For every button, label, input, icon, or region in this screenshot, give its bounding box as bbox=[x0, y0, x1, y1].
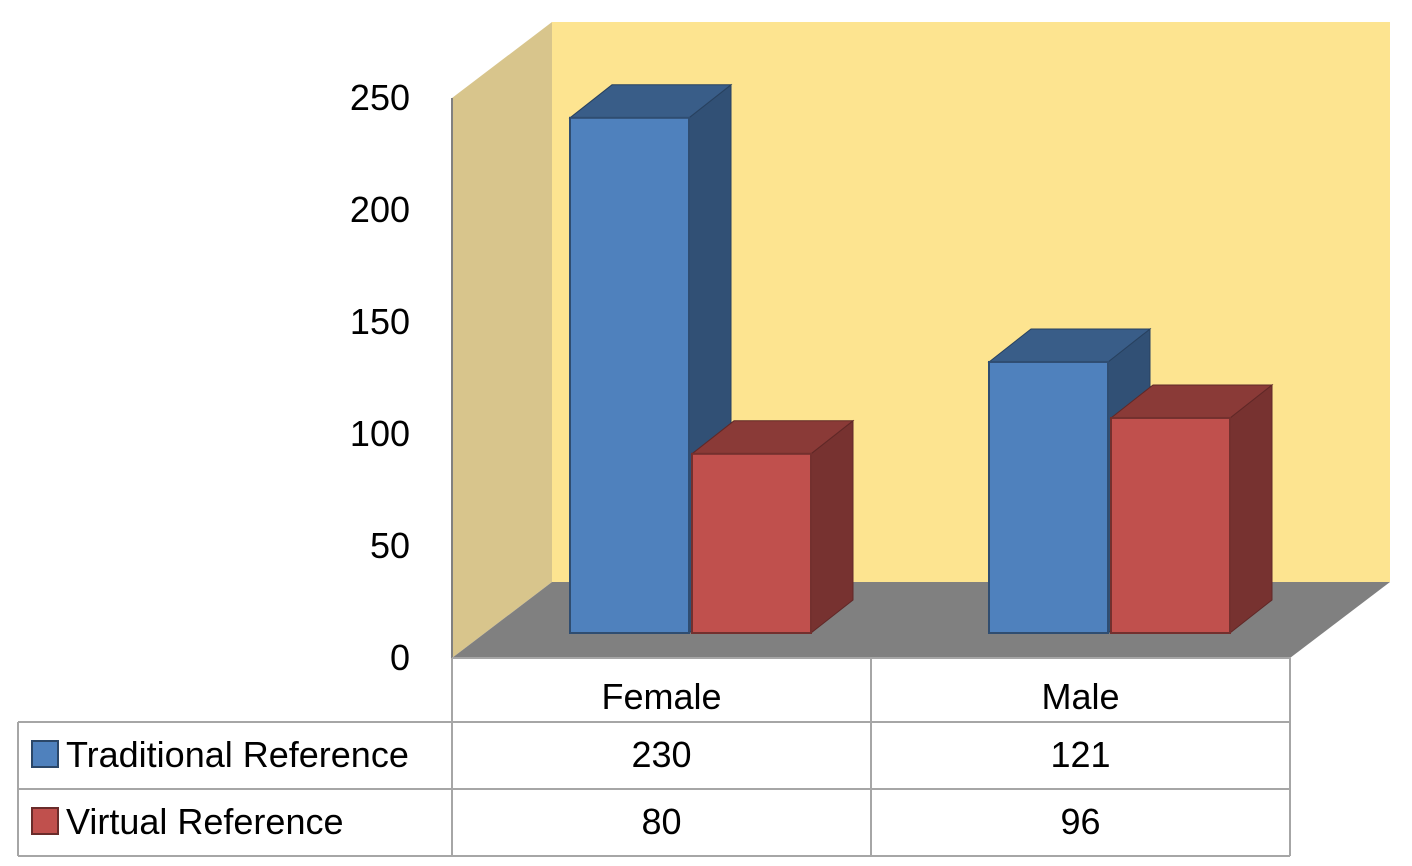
table-header-female: Female bbox=[601, 676, 721, 717]
bar-side bbox=[810, 419, 854, 635]
bar-female-virtual-reference bbox=[690, 419, 855, 635]
y-tick-label: 0 bbox=[390, 637, 410, 678]
y-tick-label: 200 bbox=[350, 189, 410, 230]
bar-side bbox=[1229, 383, 1273, 635]
y-tick-label: 250 bbox=[350, 77, 410, 118]
legend-label: Virtual Reference bbox=[66, 801, 344, 842]
legend-label: Traditional Reference bbox=[66, 734, 409, 775]
bar-front bbox=[988, 360, 1109, 634]
table-cell-value: 230 bbox=[631, 734, 691, 775]
y-axis: 0 50 100 150 200 250 bbox=[350, 77, 410, 678]
chart-bars bbox=[568, 83, 1274, 635]
bar-male-virtual-reference bbox=[1109, 383, 1274, 635]
bar-front bbox=[691, 452, 812, 634]
y-tick-label: 150 bbox=[350, 301, 410, 342]
table-cell-value: 80 bbox=[641, 801, 681, 842]
data-table: Female Male Traditional Reference 230 121 Vir… bbox=[17, 657, 1291, 857]
table-cell-value: 96 bbox=[1060, 801, 1100, 842]
legend-key-virtual-reference bbox=[31, 807, 59, 835]
legend-key-traditional-reference bbox=[31, 740, 59, 768]
table-header-male: Male bbox=[1041, 676, 1119, 717]
table-cell-value: 121 bbox=[1050, 734, 1110, 775]
bar-front bbox=[1110, 416, 1231, 634]
y-tick-label: 100 bbox=[350, 413, 410, 454]
side-wall bbox=[452, 22, 552, 658]
bar-front bbox=[569, 116, 690, 635]
y-tick-label: 50 bbox=[370, 525, 410, 566]
